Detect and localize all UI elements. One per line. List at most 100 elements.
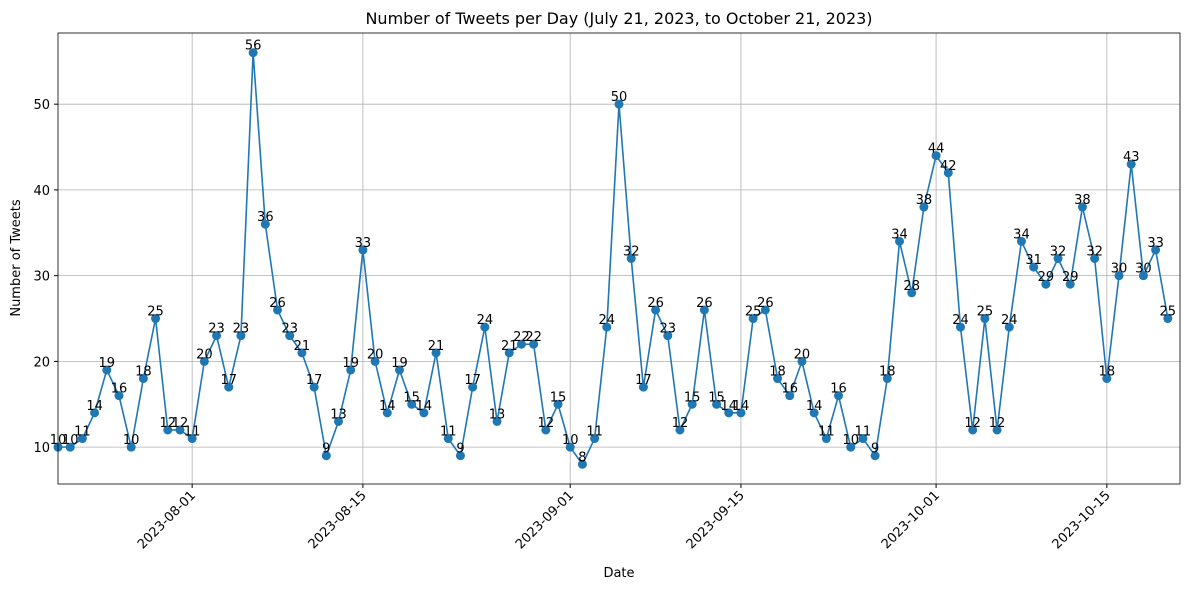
data-label: 16 — [111, 382, 128, 397]
data-line — [58, 52, 1169, 466]
data-label: 32 — [1050, 245, 1067, 260]
data-point — [577, 459, 587, 469]
data-label: 44 — [928, 142, 945, 157]
data-label: 17 — [464, 373, 481, 388]
data-point — [809, 408, 819, 418]
data-label: 33 — [355, 236, 372, 251]
data-point — [65, 442, 75, 452]
data-point — [419, 408, 429, 418]
data-label: 25 — [977, 305, 994, 320]
data-label: 11 — [586, 425, 603, 440]
data-point — [1151, 245, 1161, 255]
data-point — [687, 399, 697, 409]
data-label: 11 — [818, 425, 835, 440]
data-label: 12 — [964, 416, 981, 431]
data-point — [907, 288, 917, 298]
data-label: 38 — [1074, 193, 1091, 208]
data-point — [334, 416, 343, 426]
data-point — [541, 425, 551, 435]
data-point — [797, 356, 807, 366]
data-label: 15 — [708, 390, 725, 405]
data-point — [553, 399, 563, 409]
data-label: 18 — [879, 365, 896, 380]
data-label: 11 — [74, 425, 91, 440]
data-label: 25 — [745, 305, 762, 320]
data-point — [492, 416, 502, 426]
data-point — [273, 305, 283, 315]
data-point — [346, 365, 356, 375]
data-label: 10 — [62, 433, 79, 448]
data-point — [382, 408, 392, 418]
data-label: 31 — [1025, 253, 1042, 268]
data-point — [370, 356, 380, 366]
data-point — [699, 305, 709, 315]
data-label: 19 — [342, 356, 359, 371]
data-label: 14 — [733, 399, 750, 414]
data-label: 17 — [220, 373, 237, 388]
data-point — [1163, 314, 1173, 324]
data-point — [712, 399, 722, 409]
data-label: 25 — [1160, 305, 1177, 320]
data-point — [138, 374, 148, 384]
data-label: 19 — [391, 356, 408, 371]
data-label: 10 — [842, 433, 859, 448]
y-tick-label: 30 — [33, 270, 50, 285]
data-point — [1090, 254, 1100, 263]
data-point — [1004, 322, 1014, 332]
data-label: 11 — [440, 425, 457, 440]
data-label: 18 — [769, 365, 786, 380]
data-point — [90, 408, 100, 418]
data-point — [480, 322, 490, 332]
data-point — [394, 365, 404, 375]
data-label: 24 — [1001, 313, 1018, 328]
data-point — [955, 322, 965, 332]
data-label: 20 — [196, 347, 213, 362]
data-point — [675, 425, 685, 435]
data-label: 25 — [147, 305, 164, 320]
data-point — [260, 219, 270, 229]
data-label: 17 — [306, 373, 323, 388]
data-label: 12 — [172, 416, 189, 431]
data-point — [785, 391, 795, 401]
data-label: 12 — [159, 416, 176, 431]
data-label: 30 — [1135, 262, 1152, 277]
data-label: 14 — [720, 399, 737, 414]
data-label: 32 — [1086, 245, 1103, 260]
data-point — [248, 48, 258, 58]
data-point — [114, 391, 124, 401]
data-point — [602, 322, 612, 332]
data-point — [760, 305, 770, 315]
data-point — [821, 434, 831, 444]
data-label: 24 — [952, 313, 969, 328]
data-label: 14 — [379, 399, 396, 414]
data-label: 26 — [269, 296, 286, 311]
data-point — [358, 245, 368, 255]
data-point — [1029, 262, 1039, 272]
data-point — [431, 348, 441, 358]
data-point — [638, 382, 648, 392]
data-label: 36 — [257, 210, 274, 225]
data-label: 56 — [245, 39, 262, 54]
data-point — [504, 348, 514, 358]
y-axis-label: Number of Tweets — [9, 199, 24, 317]
data-label: 12 — [989, 416, 1006, 431]
data-point — [931, 151, 941, 161]
data-label: 24 — [477, 313, 494, 328]
data-label: 26 — [647, 296, 664, 311]
data-label: 11 — [855, 425, 872, 440]
data-point — [151, 314, 161, 324]
data-point — [724, 408, 734, 418]
data-point — [77, 434, 87, 444]
data-label: 11 — [184, 425, 201, 440]
data-point — [895, 236, 904, 246]
data-point — [102, 365, 112, 375]
chart-title: Number of Tweets per Day (July 21, 2023,… — [365, 9, 872, 28]
data-label: 33 — [1147, 236, 1164, 251]
data-point — [968, 425, 978, 435]
y-tick-label: 40 — [33, 184, 50, 199]
data-label: 20 — [367, 347, 384, 362]
data-label: 9 — [456, 442, 464, 457]
data-point — [516, 339, 526, 349]
data-label: 50 — [611, 90, 628, 105]
